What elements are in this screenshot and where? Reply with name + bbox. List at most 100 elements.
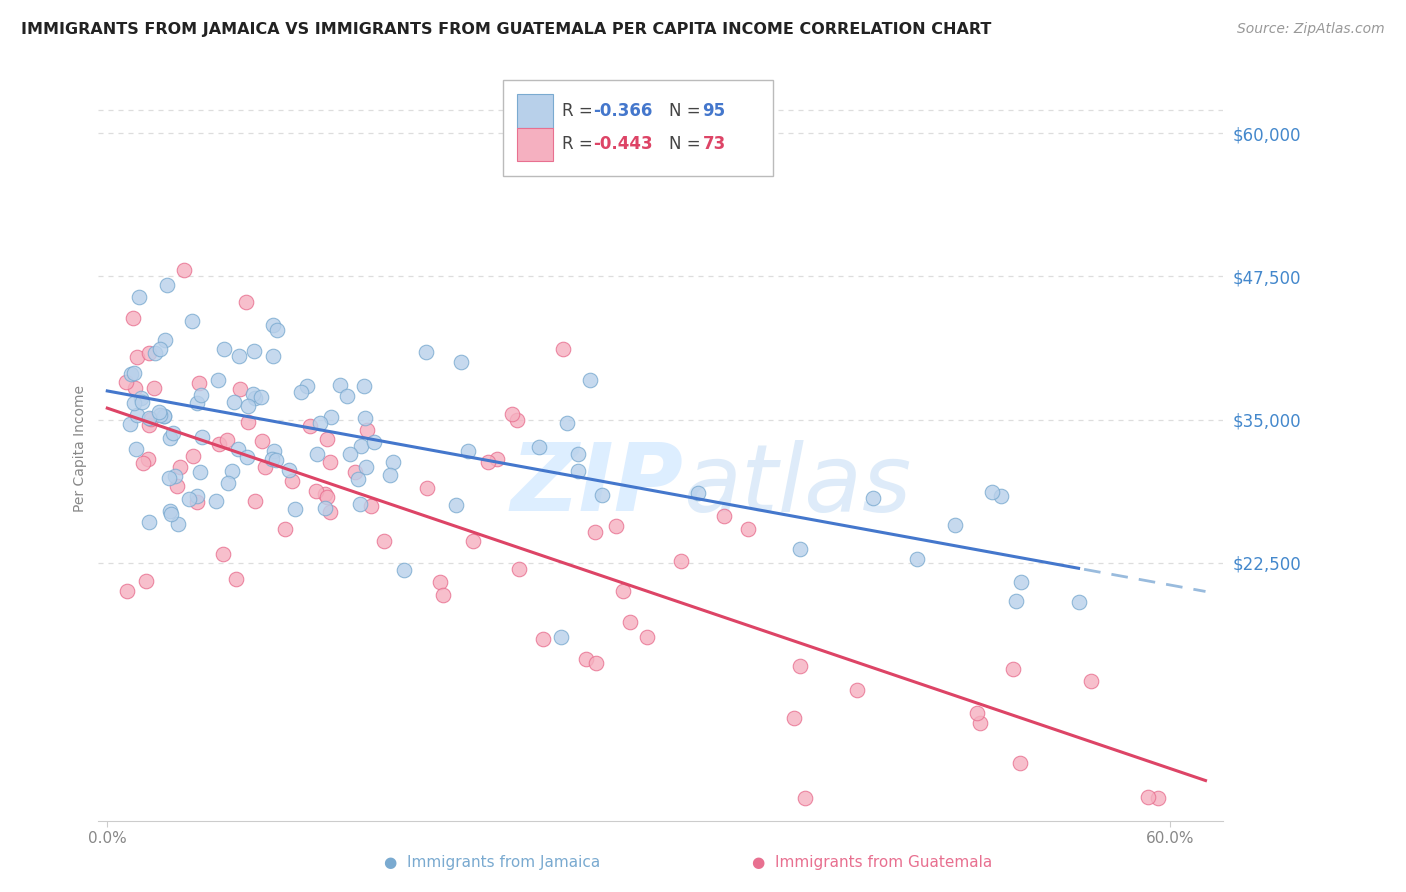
Point xyxy=(129,391,152,405)
Point xyxy=(143,381,166,395)
Point xyxy=(508,562,530,576)
Point xyxy=(132,456,155,470)
Point xyxy=(429,574,451,589)
Point xyxy=(186,495,208,509)
Point xyxy=(217,433,239,447)
Point xyxy=(354,460,377,475)
Point xyxy=(183,449,205,463)
Point xyxy=(567,447,589,461)
Point xyxy=(274,522,297,536)
Point xyxy=(124,381,146,395)
Point xyxy=(295,379,318,393)
Point xyxy=(905,552,928,566)
Point xyxy=(278,462,301,476)
Text: ZIP: ZIP xyxy=(510,440,683,532)
Text: 95: 95 xyxy=(703,102,725,120)
Point xyxy=(713,508,735,523)
FancyBboxPatch shape xyxy=(503,79,773,177)
Point xyxy=(463,533,485,548)
Point xyxy=(669,554,692,568)
Point xyxy=(229,382,252,396)
Point xyxy=(555,416,578,430)
Text: ●  Immigrants from Jamaica: ● Immigrants from Jamaica xyxy=(384,855,600,870)
Point xyxy=(242,386,264,401)
Point xyxy=(166,479,188,493)
Point xyxy=(131,395,153,409)
Point xyxy=(236,399,259,413)
Point xyxy=(254,459,277,474)
Point xyxy=(578,373,600,387)
Point xyxy=(1010,756,1032,771)
Point xyxy=(148,405,170,419)
Point xyxy=(225,572,247,586)
Point xyxy=(354,410,377,425)
Point xyxy=(121,310,143,325)
Point xyxy=(125,408,148,422)
Point xyxy=(235,295,257,310)
Point xyxy=(591,488,613,502)
Point xyxy=(120,417,142,432)
Point xyxy=(415,345,437,359)
Point xyxy=(1002,662,1025,676)
Point xyxy=(190,465,212,479)
Point xyxy=(686,485,709,500)
Point xyxy=(166,517,188,532)
FancyBboxPatch shape xyxy=(517,128,553,161)
Point xyxy=(157,470,180,484)
Point xyxy=(966,706,988,721)
Y-axis label: Per Capita Income: Per Capita Income xyxy=(73,384,87,512)
Point xyxy=(457,444,479,458)
Text: IMMIGRANTS FROM JAMAICA VS IMMIGRANTS FROM GUATEMALA PER CAPITA INCOME CORRELATI: IMMIGRANTS FROM JAMAICA VS IMMIGRANTS FR… xyxy=(21,22,991,37)
Point xyxy=(550,630,572,644)
Point xyxy=(378,468,401,483)
Point xyxy=(356,423,378,437)
Point xyxy=(339,447,361,461)
Point xyxy=(236,415,259,429)
Point xyxy=(450,355,472,369)
Point xyxy=(243,391,266,405)
Point xyxy=(392,563,415,577)
Point xyxy=(793,790,815,805)
Point xyxy=(789,659,811,673)
Point xyxy=(243,344,266,359)
Point xyxy=(299,418,322,433)
Point xyxy=(506,413,529,427)
Point xyxy=(264,452,287,467)
Point xyxy=(149,408,172,422)
Point xyxy=(122,396,145,410)
Point xyxy=(981,484,1004,499)
Point xyxy=(862,491,884,506)
Point xyxy=(612,583,634,598)
Point xyxy=(308,416,330,430)
Text: ●  Immigrants from Guatemala: ● Immigrants from Guatemala xyxy=(752,855,991,870)
Point xyxy=(205,493,228,508)
Point xyxy=(169,460,191,475)
Point xyxy=(162,426,184,441)
Point xyxy=(636,630,658,644)
Point xyxy=(1080,673,1102,688)
Point xyxy=(125,442,148,456)
Point xyxy=(344,465,367,479)
Point xyxy=(290,385,312,400)
Point xyxy=(156,278,179,293)
Text: 73: 73 xyxy=(703,136,725,153)
Point xyxy=(186,489,208,503)
Point xyxy=(138,411,160,425)
Point xyxy=(221,464,243,478)
Point xyxy=(152,409,174,423)
Point xyxy=(416,482,439,496)
Point xyxy=(207,437,229,451)
Point xyxy=(336,389,359,403)
Point xyxy=(329,378,352,392)
Point xyxy=(314,486,336,500)
Point xyxy=(243,494,266,508)
Point xyxy=(477,455,499,469)
Point xyxy=(485,452,508,467)
Text: R =: R = xyxy=(562,136,598,153)
Text: N =: N = xyxy=(669,136,706,153)
Text: -0.366: -0.366 xyxy=(593,102,652,120)
Point xyxy=(531,632,554,647)
Text: atlas: atlas xyxy=(683,440,911,531)
Point xyxy=(236,450,259,465)
Point xyxy=(319,505,342,519)
